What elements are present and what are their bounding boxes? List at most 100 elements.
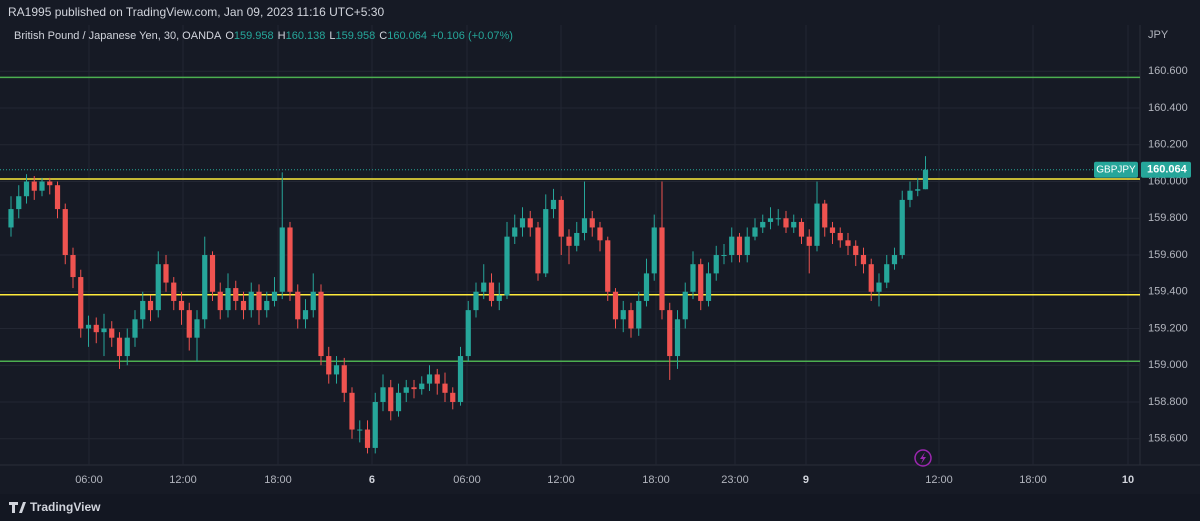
candle-body <box>636 300 642 329</box>
candle-body <box>326 356 332 375</box>
candle-body <box>140 300 146 320</box>
candle-body <box>581 218 588 233</box>
candle-body <box>698 264 704 301</box>
ohlc-label: O <box>225 30 234 42</box>
candle-body <box>186 310 192 338</box>
x-tick-label: 12:00 <box>547 474 575 486</box>
candle-body <box>264 300 270 311</box>
candle-body <box>566 236 572 246</box>
candle-body <box>116 337 123 357</box>
candle-body <box>744 236 750 256</box>
candle-body <box>194 319 200 338</box>
candle-body <box>713 255 719 274</box>
candle-body <box>434 374 440 384</box>
candle-body <box>23 181 30 197</box>
brand-name: TradingView <box>30 500 101 514</box>
candle-body <box>364 429 371 448</box>
symbol-title: British Pound / Japanese Yen, 30, OANDA <box>14 30 222 42</box>
ohlc-value: 160.138 <box>286 30 326 42</box>
candle-body <box>419 383 425 390</box>
candle-body <box>217 291 223 311</box>
candle-body <box>225 288 231 311</box>
candle-body <box>372 401 378 448</box>
candle-body <box>62 209 68 256</box>
candle-body <box>426 374 433 384</box>
candle-body <box>101 328 107 333</box>
candle-body <box>899 199 905 256</box>
candle-body <box>775 218 781 220</box>
event-bolt[interactable] <box>920 452 926 464</box>
candle-body <box>519 218 526 228</box>
candle-body <box>884 264 890 283</box>
candle-body <box>891 255 898 265</box>
candle-body <box>876 282 882 292</box>
candle-body <box>806 236 812 246</box>
candle-body <box>597 227 603 241</box>
candles <box>0 156 1140 454</box>
y-tick-label: 160.200 <box>1148 139 1188 151</box>
candle-body <box>47 181 53 186</box>
candle-body <box>535 227 541 274</box>
event-circle[interactable] <box>914 449 932 467</box>
candle-body <box>791 221 797 228</box>
change: +0.106 (+0.07%) <box>431 30 513 42</box>
price-tag-label: 160.064 <box>1147 164 1188 176</box>
candle-body <box>783 218 789 228</box>
candle-body <box>248 291 254 311</box>
candle-body <box>124 337 130 357</box>
candle-body <box>628 310 634 329</box>
candle-body <box>93 324 99 333</box>
symbol-tag-label: GBPJPY <box>1096 164 1136 175</box>
candle-body <box>171 282 177 301</box>
event-icon[interactable] <box>914 449 932 467</box>
y-tick-label: 158.800 <box>1148 396 1188 408</box>
candle-body <box>504 236 510 296</box>
candle-body <box>659 227 665 311</box>
brand-logo: TradingView <box>9 500 101 514</box>
candle-body <box>388 387 394 412</box>
candle-body <box>837 232 843 241</box>
candle-body <box>403 387 409 393</box>
candle-body <box>760 221 766 228</box>
x-tick-label: 18:00 <box>642 474 670 486</box>
candle-body <box>16 196 22 210</box>
candle-body <box>109 328 115 338</box>
candle-body <box>574 232 580 246</box>
candle-body <box>341 365 347 393</box>
candle-body <box>310 291 316 311</box>
candle-body <box>473 291 479 311</box>
x-tick-label: 12:00 <box>169 474 197 486</box>
ohlc-value: 160.064 <box>387 30 427 42</box>
candle-body <box>798 221 805 237</box>
candle-body <box>395 392 402 412</box>
candle-body <box>543 209 549 274</box>
candle-body <box>674 319 681 357</box>
candle-body <box>357 429 363 431</box>
header-legend: British Pound / Japanese Yen, 30, OANDA O… <box>14 30 513 42</box>
candle-body <box>155 264 161 311</box>
candle-body <box>380 387 386 402</box>
candle-body <box>132 319 138 338</box>
candle-body <box>682 291 688 320</box>
candle-body <box>729 236 735 256</box>
candle-body <box>915 189 921 191</box>
ohlc-label: H <box>278 30 286 42</box>
candle-body <box>705 273 712 301</box>
x-tick-label: 6 <box>369 474 375 486</box>
y-tick-label: 159.400 <box>1148 286 1188 298</box>
candle-body <box>605 240 611 292</box>
candle-body <box>202 255 208 320</box>
candle-body <box>233 288 239 301</box>
candle-body <box>349 392 355 430</box>
candle-body <box>496 295 502 301</box>
candle-body <box>550 199 557 210</box>
candle-body <box>527 218 533 228</box>
candle-body <box>829 227 836 233</box>
x-tick-label: 18:00 <box>264 474 292 486</box>
y-tick-label: 160.400 <box>1148 102 1188 114</box>
candle-body <box>85 324 92 329</box>
candle-body <box>488 282 495 301</box>
y-tick-label: 159.000 <box>1148 359 1188 371</box>
